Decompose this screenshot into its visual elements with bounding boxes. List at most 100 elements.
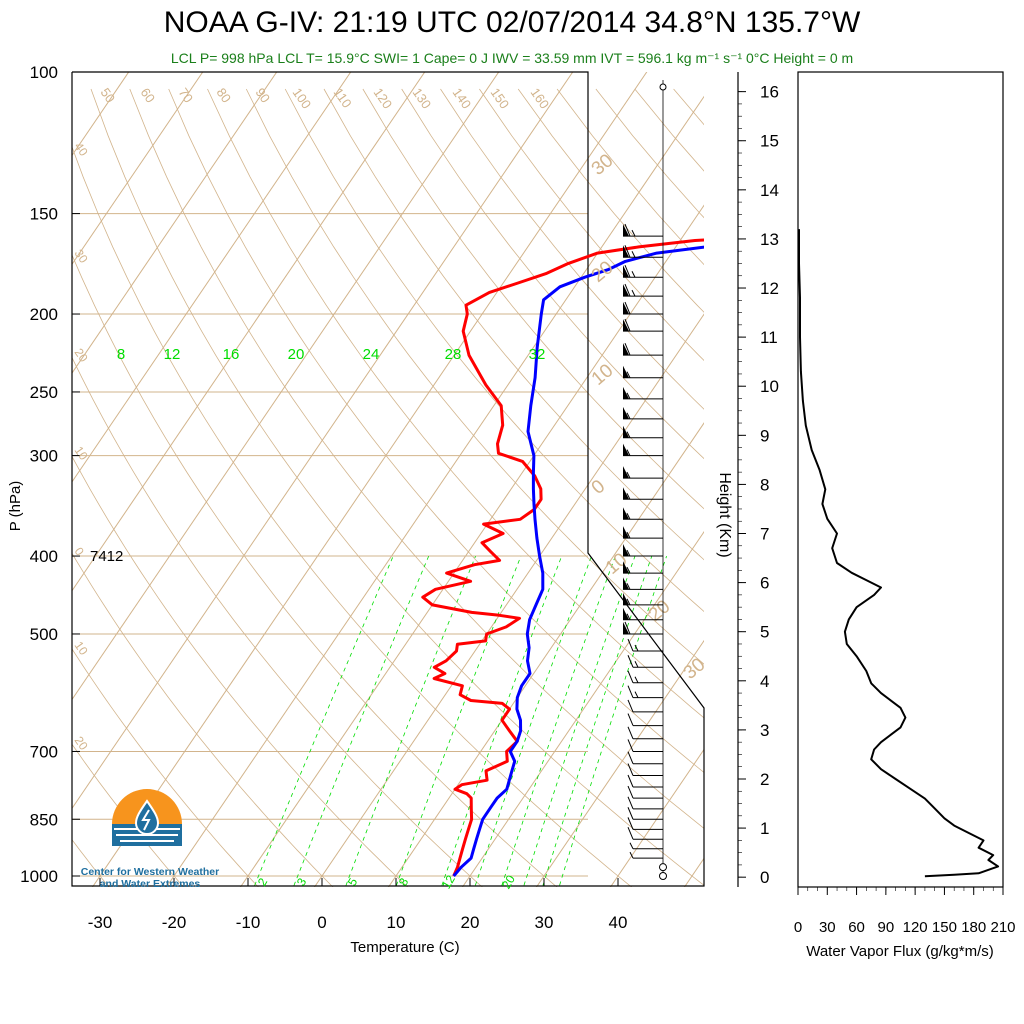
flux-frame bbox=[797, 71, 1004, 888]
right-edge-label: 20 bbox=[645, 596, 675, 626]
mixing-ratio-line bbox=[500, 555, 616, 887]
barb-feather bbox=[627, 699, 634, 713]
wind-barb bbox=[627, 655, 663, 668]
x-tick-label: 20 bbox=[461, 913, 480, 932]
barb-feather bbox=[624, 318, 631, 332]
barb-pennant bbox=[623, 425, 629, 438]
barb-feather bbox=[627, 796, 634, 810]
adiabat-label: 20 bbox=[72, 734, 91, 753]
mixing-ratio-label: 12 bbox=[164, 346, 181, 363]
height-tick-label: 2 bbox=[760, 770, 769, 789]
barb-feather bbox=[624, 245, 631, 258]
y-tick-label: 850 bbox=[30, 810, 58, 829]
barb-pennant bbox=[623, 284, 629, 297]
barb-pennant bbox=[623, 507, 629, 520]
barb-half-feather bbox=[626, 371, 631, 378]
barb-feather bbox=[627, 817, 634, 830]
mixing-ratio-label: 28 bbox=[445, 346, 462, 363]
flux-tick-label: 60 bbox=[848, 919, 865, 936]
wind-barb bbox=[623, 245, 663, 258]
barb-feather bbox=[624, 301, 631, 315]
wind-barb bbox=[623, 577, 663, 590]
flux-tick-label: 180 bbox=[961, 919, 986, 936]
y-tick-label: 1000 bbox=[20, 867, 58, 886]
height-tick-label: 11 bbox=[760, 328, 778, 347]
x-tick-label: -10 bbox=[236, 913, 261, 932]
temperature-line bbox=[421, 238, 704, 877]
x-tick-label: 40 bbox=[609, 913, 628, 932]
right-edge-label: 0 bbox=[588, 476, 610, 499]
flux-tick-label: 210 bbox=[990, 919, 1015, 936]
barb-pennant bbox=[623, 386, 629, 399]
wind-barb bbox=[627, 670, 663, 684]
x-axis-label: Temperature (C) bbox=[350, 939, 459, 956]
barb-half-feather bbox=[629, 851, 634, 859]
dry-adiabat bbox=[90, 88, 704, 886]
isotherm-line bbox=[313, 313, 704, 887]
dry-adiabat bbox=[72, 455, 409, 887]
barb-half-feather bbox=[626, 431, 631, 438]
wind-barb bbox=[623, 406, 663, 420]
isotherm-label: 80 bbox=[214, 85, 235, 105]
barb-feather bbox=[627, 726, 634, 739]
skewt-grid bbox=[72, 72, 704, 887]
wind-barb bbox=[627, 699, 663, 713]
mixing-ratio-label: 8 bbox=[117, 346, 125, 363]
wind-barb bbox=[623, 318, 663, 332]
barb-half-feather bbox=[631, 251, 636, 258]
height-tick-label: 4 bbox=[760, 672, 769, 691]
barb-pennant bbox=[623, 561, 629, 574]
chart-subtitle: LCL P= 998 hPa LCL T= 15.9°C SWI= 1 Cape… bbox=[170, 50, 854, 66]
dry-adiabat bbox=[440, 88, 704, 410]
barb-feather bbox=[624, 621, 631, 635]
height-tick-label: 8 bbox=[760, 475, 769, 494]
isotherm-label: 140 bbox=[450, 85, 475, 111]
isotherm-label: 70 bbox=[176, 85, 197, 105]
wind-barb bbox=[623, 283, 663, 297]
height-tick-label: 0 bbox=[760, 868, 769, 887]
wind-barb bbox=[629, 851, 663, 859]
dry-adiabat bbox=[72, 552, 334, 887]
y-tick-label: 700 bbox=[30, 742, 58, 761]
barb-pennant bbox=[623, 245, 629, 258]
wind-barb bbox=[627, 807, 663, 820]
barb-feather bbox=[624, 223, 631, 237]
barb-feather bbox=[627, 807, 634, 820]
calm-circle bbox=[659, 83, 667, 91]
wind-barb bbox=[623, 507, 663, 520]
dry-adiabat bbox=[72, 145, 633, 887]
isotherm-line bbox=[72, 72, 204, 266]
barb-pennant bbox=[623, 607, 629, 620]
wind-barb bbox=[623, 223, 663, 237]
barb-pennant bbox=[623, 621, 629, 634]
wind-barb bbox=[659, 872, 667, 880]
wind-barb bbox=[627, 763, 663, 777]
wind-barbs bbox=[623, 80, 667, 880]
right-edge-label: 10 bbox=[588, 360, 618, 390]
cw3e-logo bbox=[112, 789, 182, 846]
barb-half-feather bbox=[631, 271, 636, 278]
barb-feather bbox=[627, 827, 634, 840]
barb-pennant bbox=[623, 406, 629, 419]
mixing-ratio-label: 16 bbox=[223, 346, 240, 363]
wind-barb bbox=[623, 301, 663, 315]
flux-tick-label: 30 bbox=[819, 919, 836, 936]
wind-barb bbox=[627, 774, 663, 788]
adiabat-label: 40 bbox=[72, 140, 91, 159]
y-tick-label: 500 bbox=[30, 625, 58, 644]
y-tick-label: 400 bbox=[30, 547, 58, 566]
barb-feather bbox=[627, 785, 634, 799]
isotherm-line bbox=[239, 204, 704, 887]
wind-barb bbox=[623, 561, 663, 574]
height-tick-label: 7 bbox=[760, 525, 769, 544]
height-tick-label: 6 bbox=[760, 574, 769, 593]
barb-feather bbox=[624, 283, 631, 297]
mixing-ratio-label: 12 bbox=[439, 872, 458, 891]
calm-circle bbox=[659, 872, 667, 880]
barb-half-feather bbox=[626, 583, 631, 590]
height-tick-label: 13 bbox=[760, 230, 779, 249]
isotherm-label: 90 bbox=[253, 85, 274, 105]
annotation-7412: 7412 bbox=[90, 548, 123, 565]
wind-barb bbox=[623, 466, 663, 479]
